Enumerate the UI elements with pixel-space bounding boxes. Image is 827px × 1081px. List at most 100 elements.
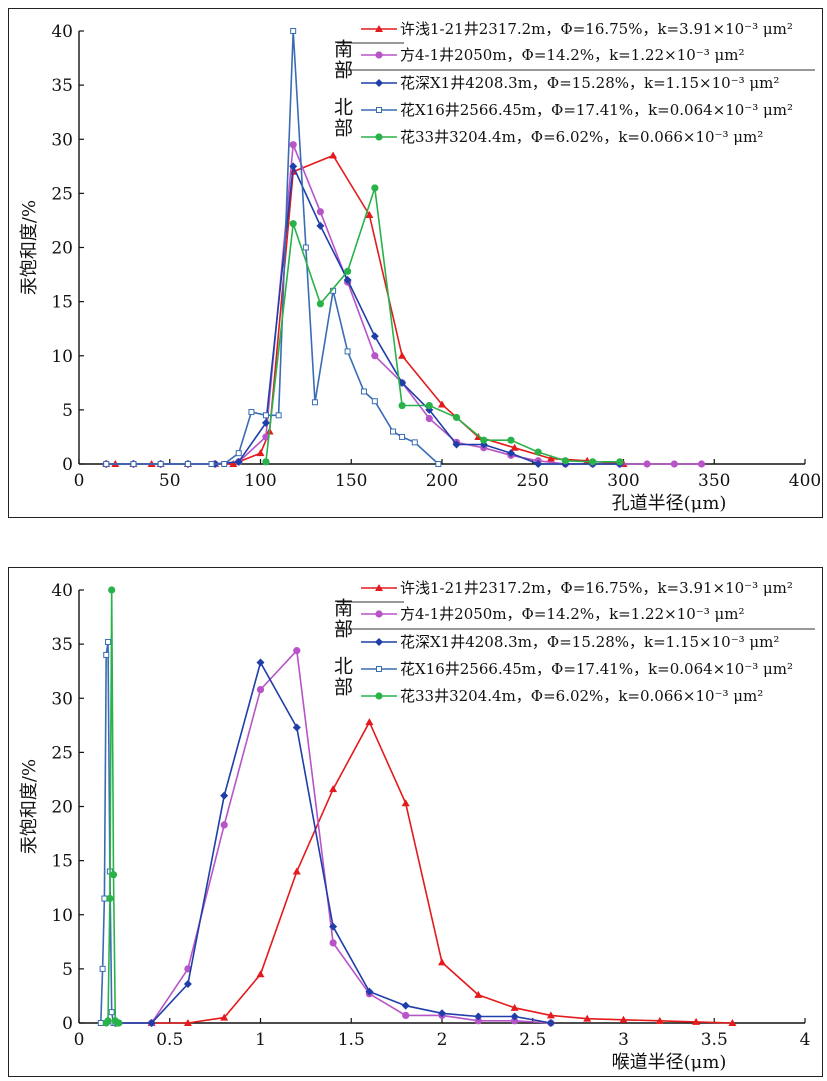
data-point	[435, 461, 442, 467]
data-point	[474, 1012, 483, 1021]
data-point	[343, 275, 352, 284]
x-axis-label: 喉道半径(μm)	[612, 1052, 727, 1073]
data-point	[474, 1017, 482, 1025]
legend-entry: 花33井3204.4m，Φ=6.02%，k=0.066×10⁻³ μm²	[400, 687, 763, 705]
x-tick-label: 3.5	[701, 1030, 728, 1050]
data-point	[546, 454, 555, 462]
data-point	[329, 939, 337, 947]
series-0	[147, 718, 737, 1026]
series-2	[102, 162, 624, 468]
data-point	[389, 428, 396, 435]
data-point	[399, 433, 406, 440]
series-1	[102, 141, 706, 468]
data-point	[583, 1014, 592, 1022]
data-point	[289, 162, 298, 171]
data-point	[452, 440, 461, 449]
data-point	[292, 867, 301, 875]
data-point	[220, 1013, 229, 1021]
data-point	[311, 399, 318, 406]
data-point	[292, 723, 301, 732]
legend-entry: 花X16井2566.45m，Φ=17.41%，k=0.064×10⁻³ μm²	[400, 660, 793, 678]
data-point	[256, 449, 265, 457]
data-point	[220, 821, 228, 829]
legend-entry: 花X16井2566.45m，Φ=17.41%，k=0.064×10⁻³ μm²	[400, 101, 793, 119]
data-point	[108, 1009, 115, 1016]
data-point	[109, 871, 118, 879]
legend-group-label: 南部	[331, 39, 353, 81]
x-tick-label: 0.5	[156, 1030, 183, 1050]
data-point	[510, 443, 519, 451]
data-point	[670, 460, 678, 468]
data-point	[316, 300, 324, 308]
data-point	[103, 651, 110, 658]
data-point	[256, 685, 265, 694]
legend-entry: 许浅1-21井2317.2m，Φ=16.75%，k=3.91×10⁻³ μm²	[400, 20, 793, 38]
data-point	[302, 244, 309, 251]
data-point	[316, 208, 324, 216]
y-tick-label: 35	[51, 76, 73, 96]
data-point	[262, 412, 269, 419]
data-point	[402, 1011, 410, 1020]
x-tick-label: 200	[426, 471, 458, 491]
data-point	[697, 460, 706, 468]
legend-marker	[376, 107, 382, 113]
y-tick-label: 10	[51, 906, 73, 926]
y-tick-label: 25	[51, 184, 73, 204]
y-tick-label: 40	[51, 581, 73, 601]
data-point	[108, 586, 116, 594]
data-point	[401, 799, 410, 807]
data-point	[105, 638, 112, 645]
x-tick-label: 150	[335, 471, 367, 491]
data-point	[329, 785, 338, 793]
legend-marker	[376, 666, 382, 672]
data-point	[655, 1016, 664, 1024]
series-2	[111, 658, 555, 1027]
data-point	[256, 970, 265, 978]
data-point	[480, 436, 488, 444]
data-point	[643, 460, 651, 468]
x-tick-label: 0	[74, 1030, 85, 1050]
x-tick-label: 4	[800, 1030, 811, 1050]
data-point	[619, 1015, 628, 1023]
data-point	[220, 791, 229, 800]
legend-entry: 方4-1井2050m，Φ=14.2%，k=1.22×10⁻³ μm²	[400, 605, 744, 623]
data-point	[248, 409, 255, 416]
data-point	[235, 450, 242, 457]
x-tick-label: 1.5	[338, 1030, 365, 1050]
legend-marker	[375, 610, 383, 618]
legend: 许浅1-21井2317.2m，Φ=16.75%，k=3.91×10⁻³ μm² 方…	[331, 20, 815, 146]
data-point	[97, 1020, 104, 1026]
y-tick-label: 5	[62, 401, 73, 421]
legend-marker	[375, 692, 383, 700]
legend-entry: 方4-1井2050m，Φ=14.2%，k=1.22×10⁻³ μm²	[400, 46, 744, 64]
y-tick-label: 30	[51, 130, 73, 150]
y-tick-label: 40	[51, 22, 73, 42]
legend-entry: 花深X1井4208.3m，Φ=15.28%，k=1.15×10⁻³ μm²	[400, 74, 779, 92]
legend-group-label: 北部	[331, 97, 353, 139]
data-point	[411, 439, 418, 446]
legend-marker	[375, 79, 383, 87]
y-tick-label: 20	[51, 239, 73, 259]
legend-marker	[375, 51, 383, 59]
data-point	[438, 400, 446, 408]
data-point	[371, 352, 379, 360]
legend-group-label: 南部	[331, 598, 353, 640]
legend-marker	[375, 638, 383, 646]
data-point	[692, 1017, 701, 1025]
data-point	[329, 151, 338, 159]
series-3	[103, 28, 442, 467]
x-tick-label: 350	[698, 471, 730, 491]
data-point	[546, 1019, 555, 1027]
legend-entry: 花深X1井4208.3m，Φ=15.28%，k=1.15×10⁻³ μm²	[400, 633, 779, 651]
data-point	[474, 990, 483, 998]
y-tick-label: 15	[51, 852, 73, 872]
y-tick-label: 20	[51, 798, 73, 818]
data-point	[510, 1003, 519, 1011]
data-point	[101, 895, 108, 902]
data-point	[261, 418, 270, 427]
data-point	[183, 980, 192, 989]
data-point	[289, 141, 297, 149]
legend: 许浅1-21井2317.2m，Φ=16.75%，k=3.91×10⁻³ μm² 方…	[331, 579, 815, 705]
series-4	[102, 586, 123, 1027]
data-point	[616, 458, 624, 466]
